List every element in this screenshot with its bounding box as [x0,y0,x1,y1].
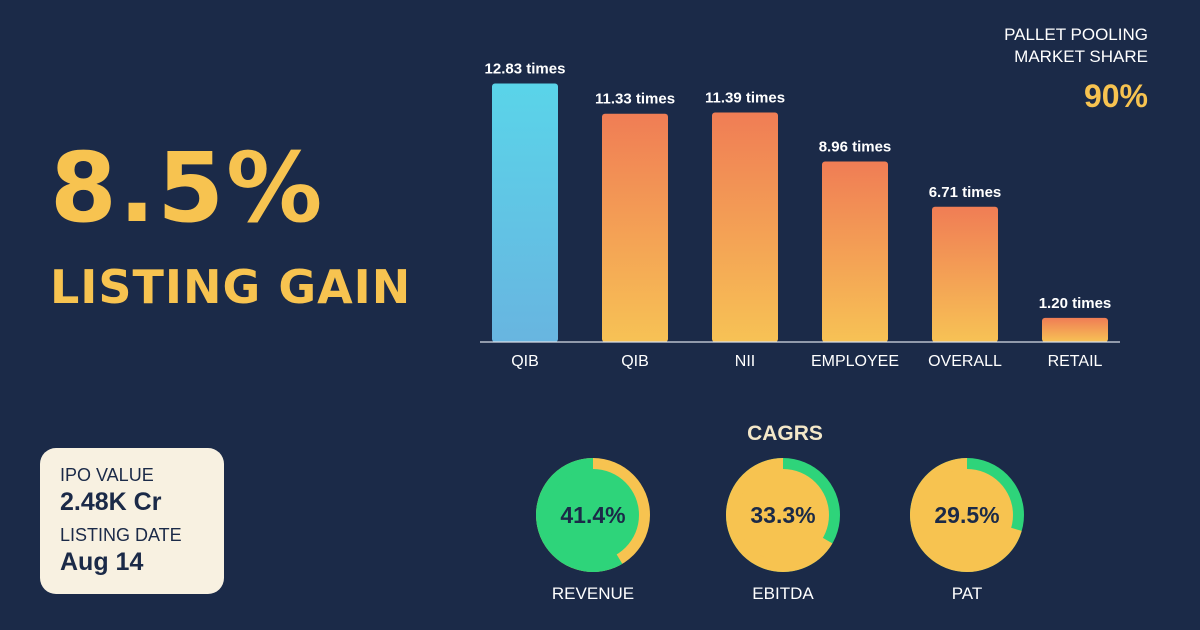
market-share-line1: PALLET POOLING [1004,25,1148,44]
market-share-block: PALLET POOLING MARKET SHARE 90% [1004,24,1148,115]
ebitda-label: EBITDA [752,584,814,603]
bar-2 [712,112,778,342]
subscription-bar-chart: 12.83 times QIB 11.33 times QIB 11.39 times N… [480,60,1120,370]
bar-category-label-4: OVERALL [928,353,1002,370]
pat-label: PAT [951,584,983,603]
ipo-info-card: IPO VALUE 2.48K Cr LISTING DATE Aug 14 [40,448,224,594]
bar-category-label-3: EMPLOYEE [811,353,899,370]
cagr-pat: 29.5% PAT [902,450,1032,604]
bar-data-label-4: 6.71 times [929,184,1002,201]
bar-data-label-3: 8.96 times [819,138,892,155]
ipo-value: 2.48K Cr [60,488,162,516]
bar-category-label-1: QIB [621,353,649,370]
bar-category-label-0: QIB [511,353,539,370]
revenue-donut-center [547,469,639,561]
bar-4 [932,206,998,342]
pat-value: 29.5% [934,502,999,528]
listing-date-label: LISTING DATE [60,525,182,545]
pat-donut: 29.5% [910,458,1024,572]
bar-data-label-2: 11.39 times [705,90,785,107]
pat-donut-center [921,469,1013,561]
bar-1 [602,113,668,342]
bar-5 [1042,317,1108,342]
bar-0 [492,83,558,342]
bar-data-label-1: 11.33 times [595,91,675,108]
revenue-donut: 41.4% [536,458,650,572]
cagr-ebitda: 33.3% EBITDA [718,450,848,604]
ebitda-donut: 33.3% [726,458,840,572]
revenue-label: REVENUE [551,584,635,603]
bar-category-label-2: NII [735,353,755,370]
ipo-value-label: IPO VALUE [60,465,154,485]
listing-gain-value: 8.5% [50,132,325,244]
bar-data-label-0: 12.83 times [485,60,566,77]
market-share-line2: MARKET SHARE [1014,47,1148,66]
ebitda-donut-center [737,469,829,561]
bar-category-label-5: RETAIL [1048,353,1103,370]
bar-3 [822,161,888,342]
bar-data-label-5: 1.20 times [1039,295,1112,312]
cagrs-title: CAGRS [747,422,823,445]
cagr-revenue: 41.4% REVENUE [528,450,658,604]
headline: 8.5% LISTING GAIN [50,140,470,314]
listing-date-value: Aug 14 [60,548,144,576]
listing-gain-label: LISTING GAIN [50,260,412,314]
market-share-value: 90% [1083,78,1148,114]
ebitda-value: 33.3% [750,502,815,528]
revenue-value: 41.4% [560,502,625,528]
